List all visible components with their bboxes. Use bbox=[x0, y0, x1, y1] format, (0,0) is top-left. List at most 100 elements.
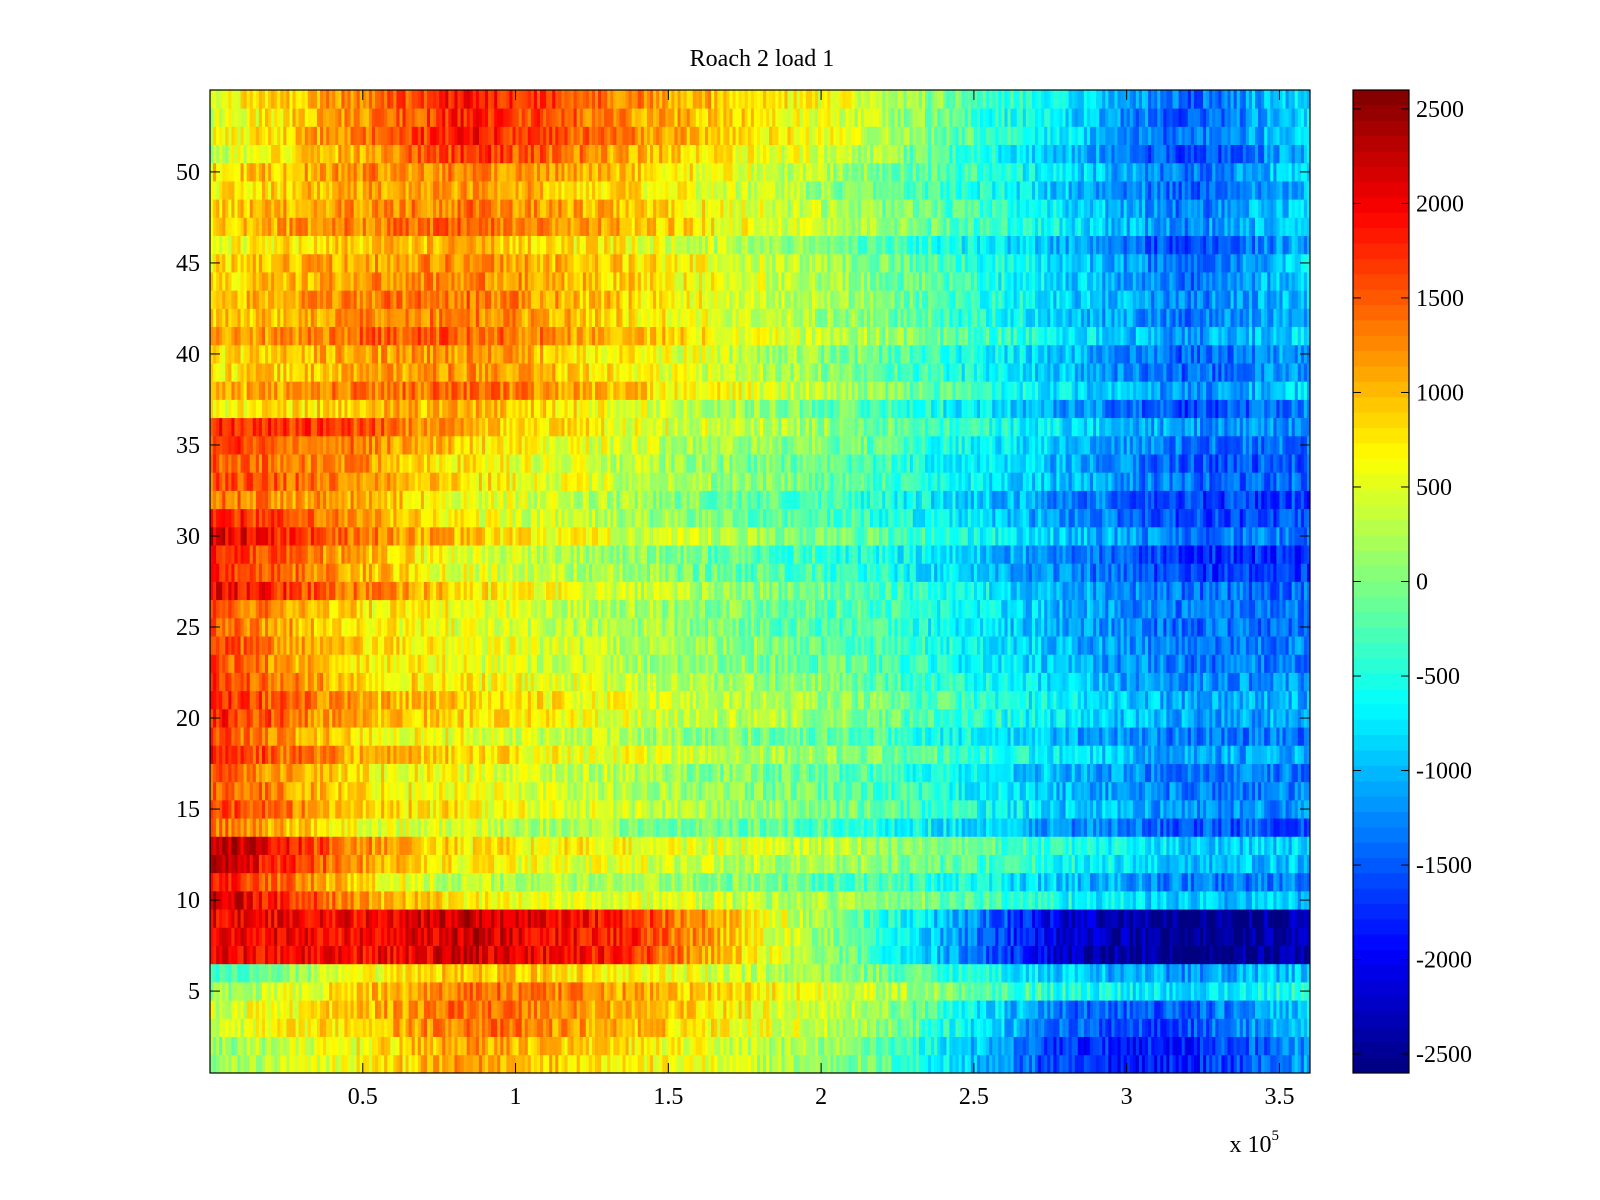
heatmap-cell bbox=[681, 1055, 684, 1074]
heatmap-cell bbox=[485, 946, 488, 965]
heatmap-cell bbox=[1243, 1000, 1246, 1019]
heatmap-cell bbox=[788, 1018, 791, 1037]
heatmap-cell bbox=[812, 1037, 815, 1056]
heatmap-cell bbox=[717, 1000, 720, 1019]
heatmap-cell bbox=[687, 964, 690, 983]
heatmap-cell bbox=[1075, 1018, 1078, 1037]
heatmap-cell bbox=[1111, 1018, 1114, 1037]
heatmap-cell bbox=[1004, 982, 1007, 1001]
heatmap-cell bbox=[1124, 964, 1127, 983]
heatmap-cell bbox=[1176, 1055, 1179, 1074]
heatmap-cell bbox=[665, 1037, 668, 1056]
heatmap-cell bbox=[986, 964, 989, 983]
heatmap-cell bbox=[442, 1037, 445, 1056]
heatmap-cell bbox=[1044, 1018, 1047, 1037]
heatmap-cell bbox=[803, 1000, 806, 1019]
heatmap-cell bbox=[317, 1055, 320, 1074]
heatmap-cell bbox=[497, 982, 500, 1001]
heatmap-cell bbox=[537, 1037, 540, 1056]
heatmap-cell bbox=[564, 1055, 567, 1074]
heatmap-cell bbox=[283, 982, 286, 1001]
heatmap-cell bbox=[341, 1037, 344, 1056]
heatmap-cell bbox=[228, 1055, 231, 1074]
heatmap-cell bbox=[1069, 982, 1072, 1001]
heatmap-cell bbox=[1200, 982, 1203, 1001]
heatmap-cell bbox=[784, 964, 787, 983]
heatmap-cell bbox=[638, 1037, 641, 1056]
heatmap-cell bbox=[1093, 1055, 1096, 1074]
heatmap-cell bbox=[357, 1018, 360, 1037]
heatmap-cell bbox=[678, 982, 681, 1001]
heatmap-cell bbox=[769, 1055, 772, 1074]
heatmap-cell bbox=[678, 964, 681, 983]
heatmap-cell bbox=[1206, 1018, 1209, 1037]
heatmap-cell bbox=[513, 964, 516, 983]
heatmap-cell bbox=[341, 946, 344, 965]
heatmap-cell bbox=[995, 1037, 998, 1056]
heatmap-cell bbox=[302, 1018, 305, 1037]
heatmap-cell bbox=[769, 964, 772, 983]
heatmap-cell bbox=[289, 964, 292, 983]
heatmap-cell bbox=[299, 964, 302, 983]
heatmap-cell bbox=[992, 1055, 995, 1074]
heatmap-cell bbox=[830, 1018, 833, 1037]
heatmap-cell bbox=[821, 982, 824, 1001]
heatmap-cell bbox=[228, 1037, 231, 1056]
heatmap-cell bbox=[1173, 964, 1176, 983]
heatmap-cell bbox=[1020, 964, 1023, 983]
heatmap-cell bbox=[864, 1000, 867, 1019]
heatmap-cell bbox=[513, 1000, 516, 1019]
heatmap-cell bbox=[216, 1037, 219, 1056]
heatmap-cell bbox=[280, 1055, 283, 1074]
heatmap-cell bbox=[1093, 1037, 1096, 1056]
heatmap-cell bbox=[696, 1018, 699, 1037]
heatmap-cell bbox=[778, 1037, 781, 1056]
heatmap-cell bbox=[1298, 1000, 1301, 1019]
heatmap-cell bbox=[1066, 1000, 1069, 1019]
heatmap-cell bbox=[760, 1018, 763, 1037]
heatmap-cell bbox=[794, 982, 797, 1001]
heatmap-cell bbox=[393, 1000, 396, 1019]
heatmap-cell bbox=[1185, 1037, 1188, 1056]
heatmap-cell bbox=[806, 964, 809, 983]
heatmap-cell bbox=[476, 1037, 479, 1056]
heatmap-cell bbox=[363, 1018, 366, 1037]
heatmap-cell bbox=[919, 982, 922, 1001]
heatmap-cell bbox=[1020, 1037, 1023, 1056]
heatmap-cell bbox=[766, 1037, 769, 1056]
heatmap-cell bbox=[843, 1018, 846, 1037]
heatmap-cell bbox=[940, 982, 943, 1001]
heatmap-cell bbox=[769, 1037, 772, 1056]
heatmap-cell bbox=[299, 1037, 302, 1056]
heatmap-cell bbox=[824, 1055, 827, 1074]
heatmap-cell bbox=[864, 1018, 867, 1037]
heatmap-cell bbox=[1145, 1018, 1148, 1037]
heatmap-cell bbox=[1133, 1055, 1136, 1074]
heatmap-cell bbox=[442, 1000, 445, 1019]
heatmap-cell bbox=[592, 964, 595, 983]
heatmap-cell bbox=[351, 1018, 354, 1037]
heatmap-cell bbox=[1200, 1018, 1203, 1037]
heatmap-cell bbox=[751, 982, 754, 1001]
heatmap-cell bbox=[375, 982, 378, 1001]
heatmap-cell bbox=[448, 982, 451, 1001]
heatmap-cell bbox=[742, 1037, 745, 1056]
heatmap-cell bbox=[846, 982, 849, 1001]
heatmap-cell bbox=[1209, 982, 1212, 1001]
heatmap-cell bbox=[1304, 964, 1307, 983]
heatmap-cell bbox=[769, 1018, 772, 1037]
heatmap-cell bbox=[803, 982, 806, 1001]
heatmap-cell bbox=[1283, 1018, 1286, 1037]
heatmap-cell bbox=[1063, 982, 1066, 1001]
heatmap-cell bbox=[485, 1018, 488, 1037]
heatmap-cell bbox=[674, 1037, 677, 1056]
heatmap-cell bbox=[607, 964, 610, 983]
heatmap-cell bbox=[473, 1000, 476, 1019]
heatmap-cell bbox=[778, 1000, 781, 1019]
heatmap-cell bbox=[836, 1037, 839, 1056]
heatmap-cell bbox=[1289, 1018, 1292, 1037]
heatmap-cell bbox=[558, 964, 561, 983]
heatmap-cell bbox=[1258, 1037, 1261, 1056]
heatmap-cell bbox=[256, 1000, 259, 1019]
heatmap-cell bbox=[607, 1055, 610, 1074]
